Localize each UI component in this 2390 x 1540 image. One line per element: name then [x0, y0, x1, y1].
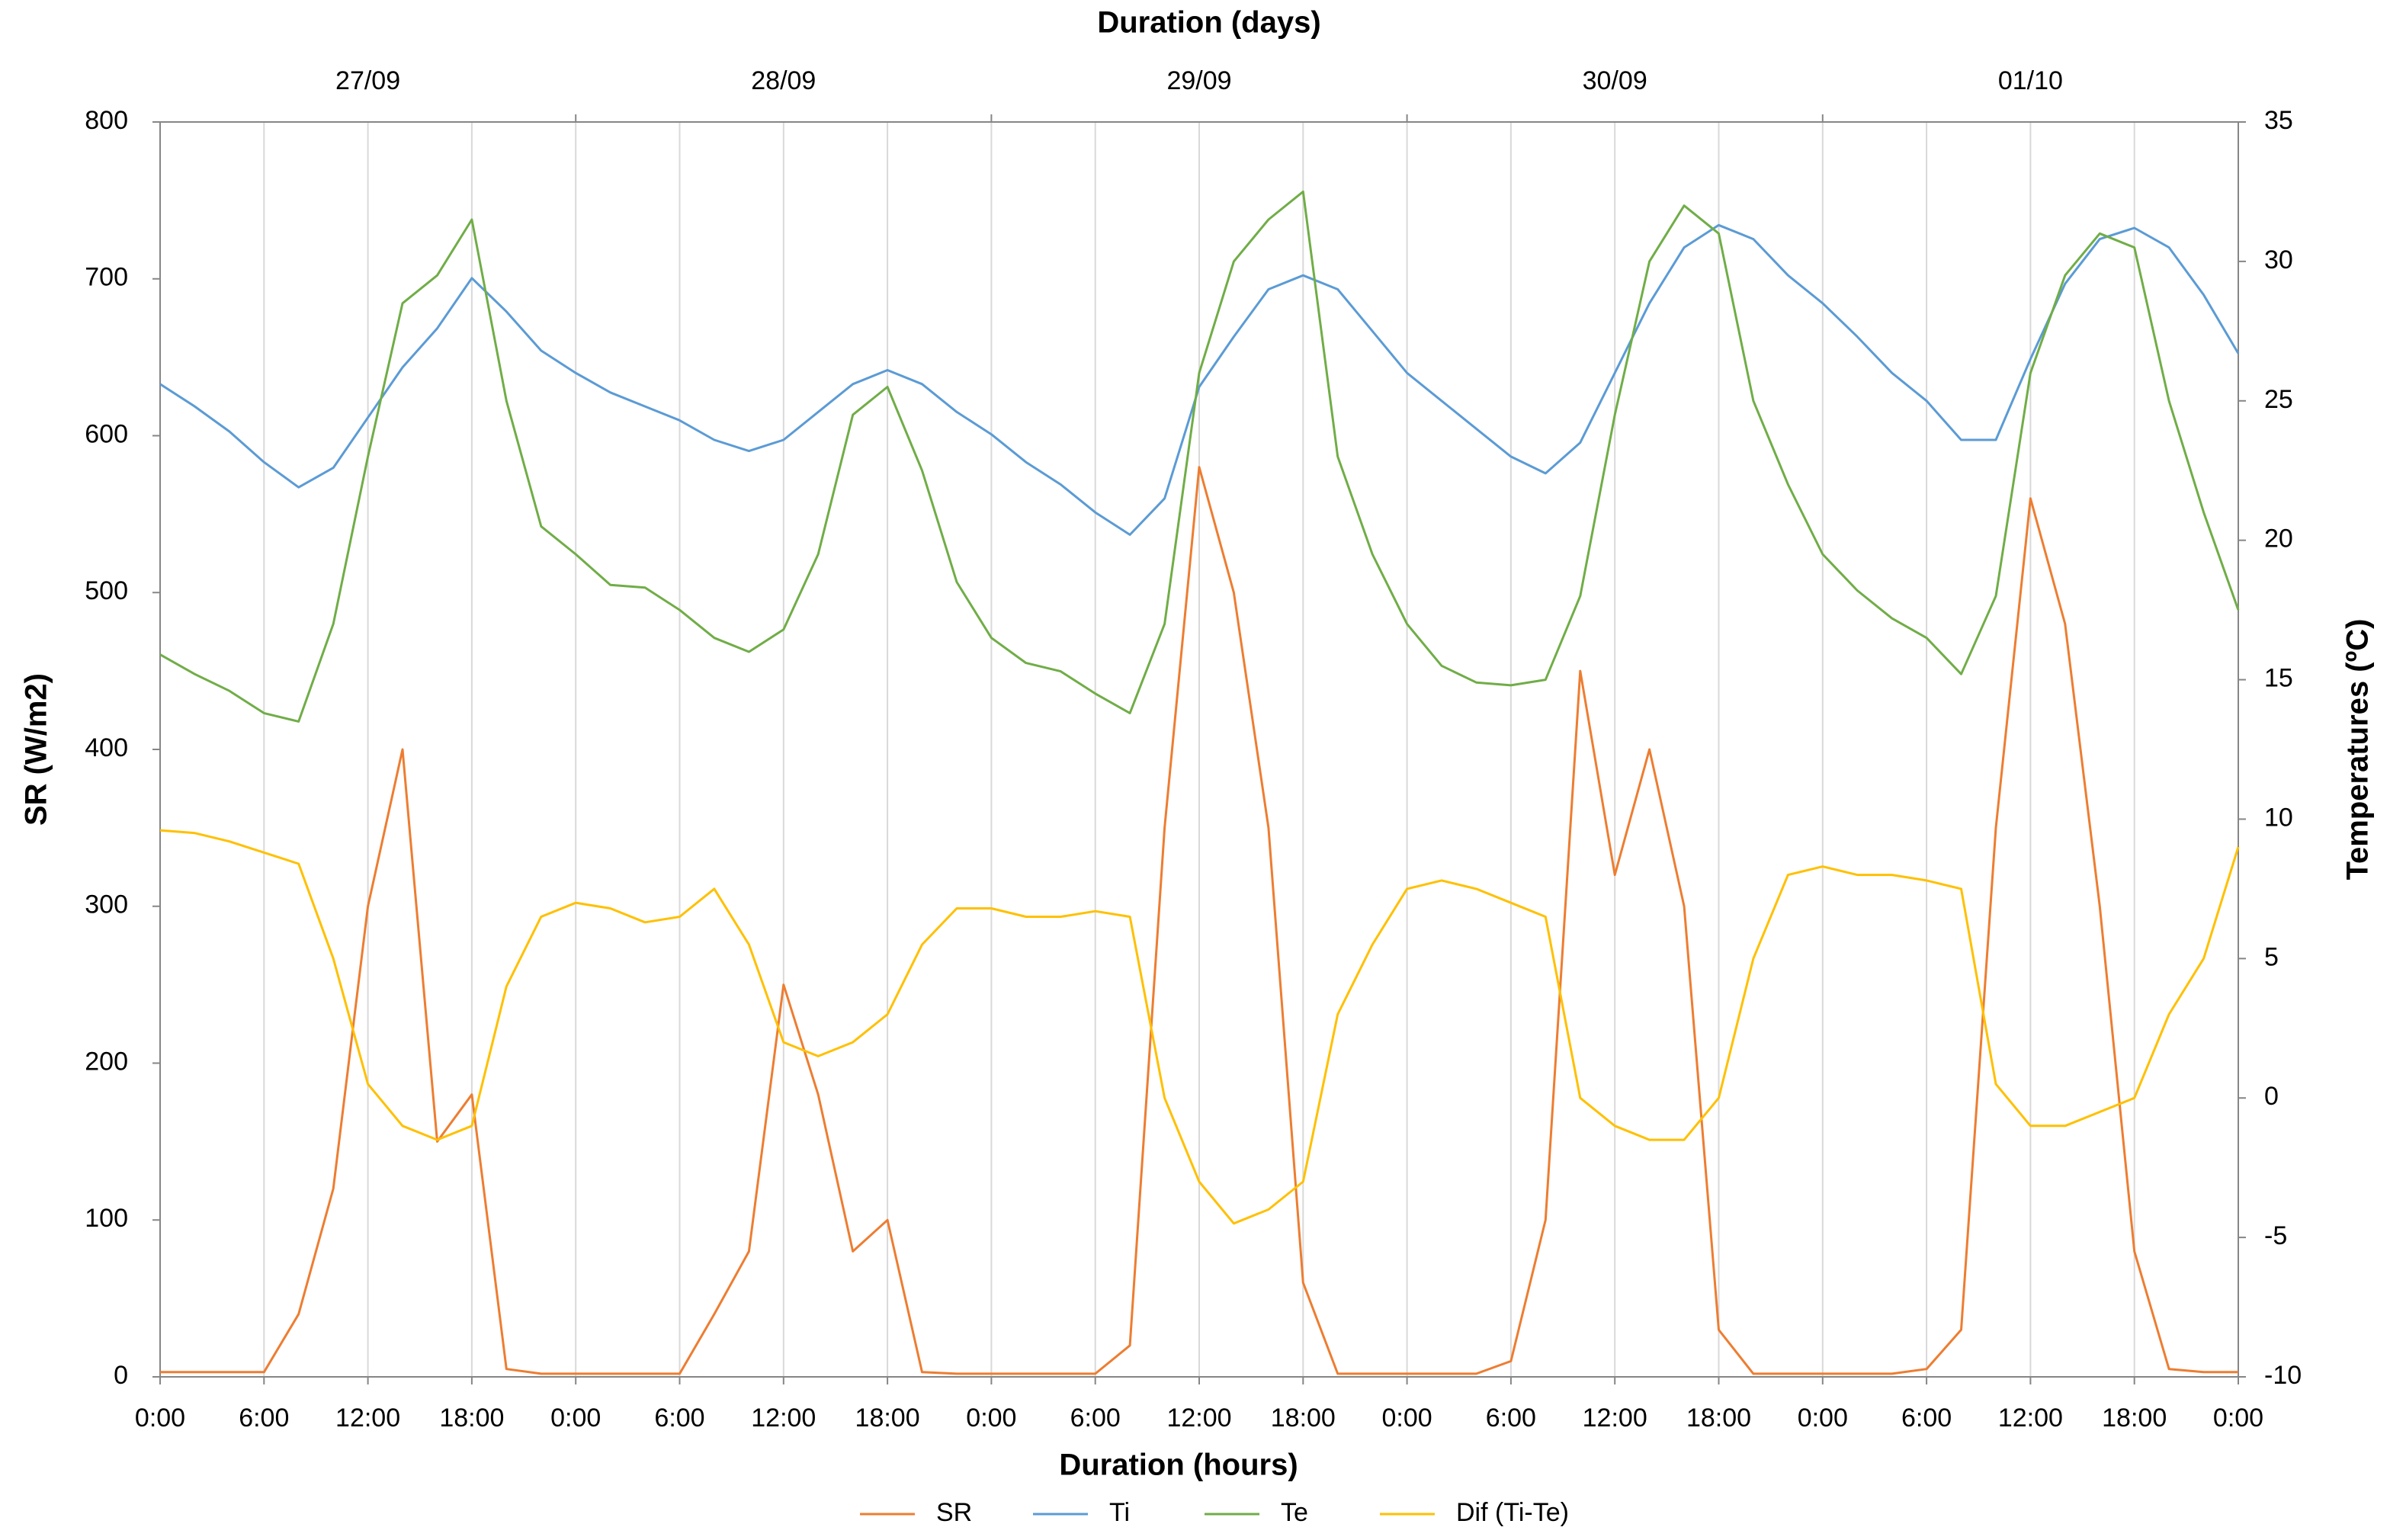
legend-label: Te	[1281, 1498, 1308, 1527]
x-tick-label: 18:00	[1271, 1404, 1336, 1433]
y2-tick-label: 35	[2264, 106, 2293, 135]
series-line	[159, 829, 2240, 1225]
x2-tick-label: 30/09	[1583, 66, 1647, 95]
y2-tick-label: 30	[2264, 245, 2293, 274]
x-tick-label: 12:00	[1166, 1404, 1231, 1433]
x-tick-label: 0:00	[1382, 1404, 1432, 1433]
x2-tick-label: 28/09	[751, 66, 816, 95]
x-tick-label: 6:00	[654, 1404, 704, 1433]
y-tick-label: 400	[85, 733, 128, 762]
x-tick-label: 18:00	[1686, 1404, 1751, 1433]
y-tick-label: 200	[85, 1047, 128, 1076]
y-tick-label: 0	[114, 1361, 128, 1390]
legend-label: SR	[936, 1498, 972, 1527]
y2-tick-label: 5	[2264, 942, 2279, 971]
x-tick-label: 18:00	[855, 1404, 920, 1433]
x2-tick-label: 29/09	[1166, 66, 1231, 95]
x-tick-label: 12:00	[1998, 1404, 2063, 1433]
y2-axis-title: Temperatures (ºC)	[2341, 619, 2375, 881]
y-tick-label: 300	[85, 890, 128, 919]
y2-tick-label: 25	[2264, 385, 2293, 414]
y2-tick-label: -5	[2264, 1221, 2287, 1250]
x-tick-label: 6:00	[1486, 1404, 1536, 1433]
x-tick-label: 12:00	[335, 1404, 400, 1433]
legend-label: Ti	[1109, 1498, 1130, 1527]
x-tick-label: 0:00	[2213, 1404, 2263, 1433]
y2-tick-label: 10	[2264, 803, 2293, 832]
x2-tick-label: 01/10	[1998, 66, 2063, 95]
series-line	[160, 466, 2238, 1375]
y-tick-label: 800	[85, 106, 128, 135]
y2-tick-label: -10	[2264, 1361, 2302, 1390]
x-tick-label: 6:00	[1070, 1404, 1121, 1433]
x-tick-label: 18:00	[2102, 1404, 2167, 1433]
x-axis-title: Duration (hours)	[1059, 1449, 1298, 1482]
y-tick-label: 500	[85, 576, 128, 605]
y2-tick-label: 15	[2264, 664, 2293, 693]
x2-tick-label: 27/09	[335, 66, 400, 95]
legend-label: Dif (Ti-Te)	[1456, 1498, 1569, 1527]
y-tick-label: 700	[85, 263, 128, 292]
x-tick-label: 0:00	[1798, 1404, 1848, 1433]
x-tick-label: 6:00	[1901, 1404, 1952, 1433]
x-tick-label: 0:00	[135, 1404, 185, 1433]
y-tick-label: 100	[85, 1204, 128, 1233]
x-tick-label: 0:00	[966, 1404, 1016, 1433]
x-tick-label: 12:00	[751, 1404, 816, 1433]
x-tick-label: 6:00	[239, 1404, 289, 1433]
y2-tick-label: 20	[2264, 525, 2293, 553]
y-tick-label: 600	[85, 419, 128, 448]
x-tick-label: 18:00	[439, 1404, 504, 1433]
series-line	[159, 223, 2240, 536]
x2-axis-title: Duration (days)	[1097, 6, 1320, 40]
x-tick-label: 0:00	[550, 1404, 601, 1433]
y-axis-title: SR (W/m2)	[20, 673, 53, 826]
y2-tick-label: 0	[2264, 1082, 2279, 1111]
x-tick-label: 12:00	[1583, 1404, 1647, 1433]
series-line	[159, 190, 2240, 723]
